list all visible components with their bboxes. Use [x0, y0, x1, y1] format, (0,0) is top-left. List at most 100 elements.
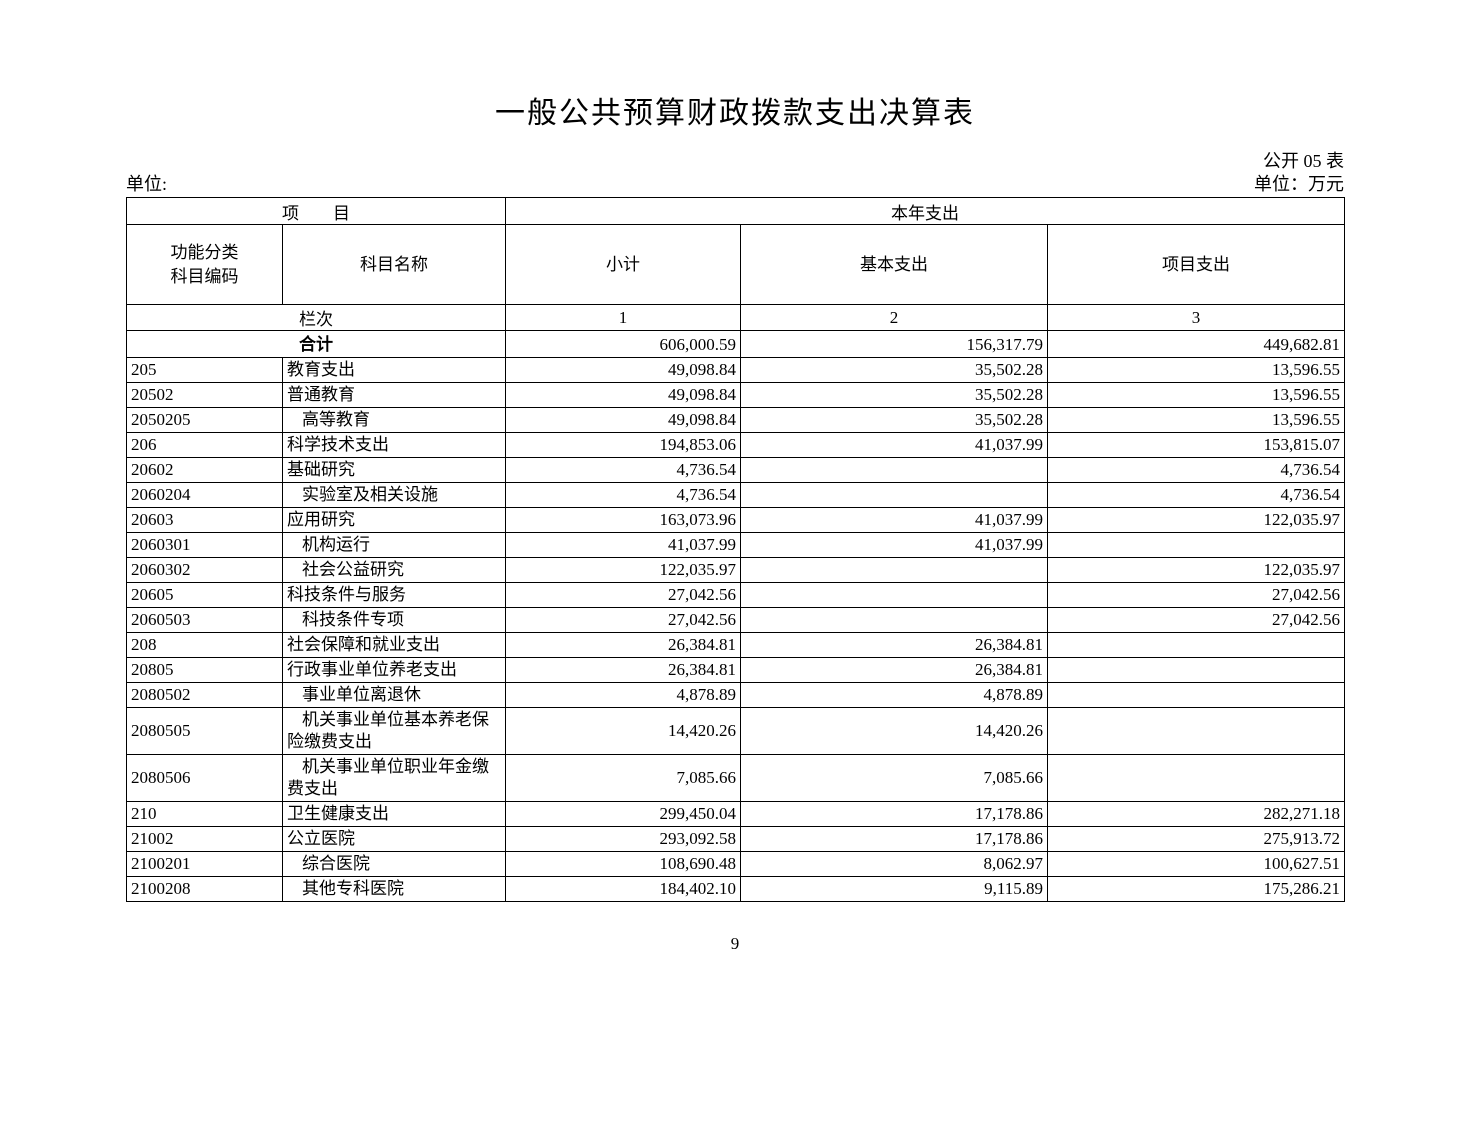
header-year-group: 本年支出 — [504, 197, 1346, 225]
row-project: 175,286.21 — [1046, 876, 1346, 902]
row-code: 21002 — [126, 826, 283, 852]
table-row: 2080505 机关事业单位基本养老保险缴费支出 14,420.26 14,42… — [126, 707, 1346, 755]
row-subtotal: 26,384.81 — [505, 657, 741, 683]
unit-right-label: 单位：万元 — [1254, 174, 1344, 194]
row-project: 27,042.56 — [1046, 582, 1346, 608]
row-subtotal: 184,402.10 — [505, 876, 741, 902]
row-basic: 26,384.81 — [740, 657, 1048, 683]
header-basic-column: 基本支出 — [740, 224, 1048, 305]
row-project: 13,596.55 — [1046, 407, 1346, 433]
row-basic: 41,037.99 — [740, 507, 1048, 533]
row-subtotal: 14,420.26 — [505, 707, 741, 755]
row-subtotal: 4,878.89 — [505, 682, 741, 708]
table-row: 2100208 其他专科医院 184,402.10 9,115.89 175,2… — [126, 876, 1346, 902]
row-basic: 9,115.89 — [740, 876, 1048, 902]
row-code: 20603 — [126, 507, 283, 533]
row-subtotal: 49,098.84 — [505, 382, 741, 408]
unit-line: 单位: 单位：万元 — [126, 173, 1344, 196]
row-basic: 17,178.86 — [740, 801, 1048, 827]
table-row: 2060301 机构运行 41,037.99 41,037.99 — [126, 532, 1346, 558]
column-index-2: 2 — [740, 304, 1048, 331]
table-body: 205 教育支出 49,098.84 35,502.28 13,596.55 2… — [126, 357, 1346, 902]
row-project — [1046, 532, 1346, 558]
row-project — [1046, 657, 1346, 683]
table-row: 2060302 社会公益研究 122,035.97 122,035.97 — [126, 557, 1346, 583]
row-basic: 41,037.99 — [740, 432, 1048, 458]
table-row: 208 社会保障和就业支出 26,384.81 26,384.81 — [126, 632, 1346, 658]
row-name: 行政事业单位养老支出 — [282, 657, 506, 683]
row-project — [1046, 754, 1346, 802]
total-subtotal: 606,000.59 — [505, 330, 741, 358]
row-project: 153,815.07 — [1046, 432, 1346, 458]
row-project — [1046, 632, 1346, 658]
row-name: 公立医院 — [282, 826, 506, 852]
page-title: 一般公共预算财政拨款支出决算表 — [495, 97, 975, 130]
total-row: 合计 606,000.59 156,317.79 449,682.81 — [126, 330, 1346, 358]
row-name: 实验室及相关设施 — [282, 482, 506, 508]
row-basic: 41,037.99 — [740, 532, 1048, 558]
row-project: 13,596.55 — [1046, 382, 1346, 408]
table-row: 2060503 科技条件专项 27,042.56 27,042.56 — [126, 607, 1346, 633]
row-basic: 35,502.28 — [740, 382, 1048, 408]
row-code: 2060503 — [126, 607, 283, 633]
table-row: 20603 应用研究 163,073.96 41,037.99 122,035.… — [126, 507, 1346, 533]
row-name: 事业单位离退休 — [282, 682, 506, 708]
column-index-row: 栏次 1 2 3 — [126, 304, 1346, 331]
row-subtotal: 41,037.99 — [505, 532, 741, 558]
row-subtotal: 27,042.56 — [505, 607, 741, 633]
total-label: 合计 — [126, 330, 506, 358]
row-project: 4,736.54 — [1046, 457, 1346, 483]
table-row: 2080502 事业单位离退休 4,878.89 4,878.89 — [126, 682, 1346, 708]
row-subtotal: 49,098.84 — [505, 407, 741, 433]
row-subtotal: 27,042.56 — [505, 582, 741, 608]
row-code: 206 — [126, 432, 283, 458]
row-basic: 17,178.86 — [740, 826, 1048, 852]
row-subtotal: 26,384.81 — [505, 632, 741, 658]
row-basic: 8,062.97 — [740, 851, 1048, 877]
header-group-row: 项 目 本年支出 — [126, 197, 1346, 225]
row-subtotal: 122,035.97 — [505, 557, 741, 583]
row-subtotal: 163,073.96 — [505, 507, 741, 533]
document-page: 一般公共预算财政拨款支出决算表 公开 05 表 单位: 单位：万元 项 目 本年… — [126, 96, 1346, 954]
column-index-label: 栏次 — [126, 304, 506, 331]
row-code: 2100208 — [126, 876, 283, 902]
row-basic: 35,502.28 — [740, 357, 1048, 383]
row-project: 100,627.51 — [1046, 851, 1346, 877]
header-subtotal-column: 小计 — [505, 224, 741, 305]
row-code: 2080502 — [126, 682, 283, 708]
row-basic — [740, 607, 1048, 633]
row-project: 282,271.18 — [1046, 801, 1346, 827]
row-name: 综合医院 — [282, 851, 506, 877]
row-subtotal: 293,092.58 — [505, 826, 741, 852]
row-project — [1046, 682, 1346, 708]
table-row: 2050205 高等教育 49,098.84 35,502.28 13,596.… — [126, 407, 1346, 433]
table-row: 20602 基础研究 4,736.54 4,736.54 — [126, 457, 1346, 483]
row-code: 2060204 — [126, 482, 283, 508]
row-subtotal: 49,098.84 — [505, 357, 741, 383]
row-project: 122,035.97 — [1046, 557, 1346, 583]
row-name: 其他专科医院 — [282, 876, 506, 902]
row-basic — [740, 557, 1048, 583]
row-basic: 7,085.66 — [740, 754, 1048, 802]
row-code: 205 — [126, 357, 283, 383]
table-header: 项 目 本年支出 功能分类 科目编码 科目名称 小计 基本支出 项目支出 — [126, 197, 1346, 305]
row-subtotal: 7,085.66 — [505, 754, 741, 802]
row-code: 2100201 — [126, 851, 283, 877]
table-row: 205 教育支出 49,098.84 35,502.28 13,596.55 — [126, 357, 1346, 383]
row-code: 2080505 — [126, 707, 283, 755]
column-index-1: 1 — [505, 304, 741, 331]
row-name: 科技条件与服务 — [282, 582, 506, 608]
row-project: 13,596.55 — [1046, 357, 1346, 383]
table-code-label: 公开 05 表 — [1263, 151, 1344, 171]
header-code-column: 功能分类 科目编码 — [126, 224, 283, 305]
row-code: 210 — [126, 801, 283, 827]
table-row: 20605 科技条件与服务 27,042.56 27,042.56 — [126, 582, 1346, 608]
row-basic: 14,420.26 — [740, 707, 1048, 755]
table-row: 20502 普通教育 49,098.84 35,502.28 13,596.55 — [126, 382, 1346, 408]
row-project: 27,042.56 — [1046, 607, 1346, 633]
row-name: 机关事业单位基本养老保险缴费支出 — [282, 707, 506, 755]
unit-left-label: 单位: — [126, 174, 168, 194]
header-item-group: 项 目 — [126, 197, 506, 225]
row-code: 208 — [126, 632, 283, 658]
header-project-column: 项目支出 — [1046, 224, 1346, 305]
